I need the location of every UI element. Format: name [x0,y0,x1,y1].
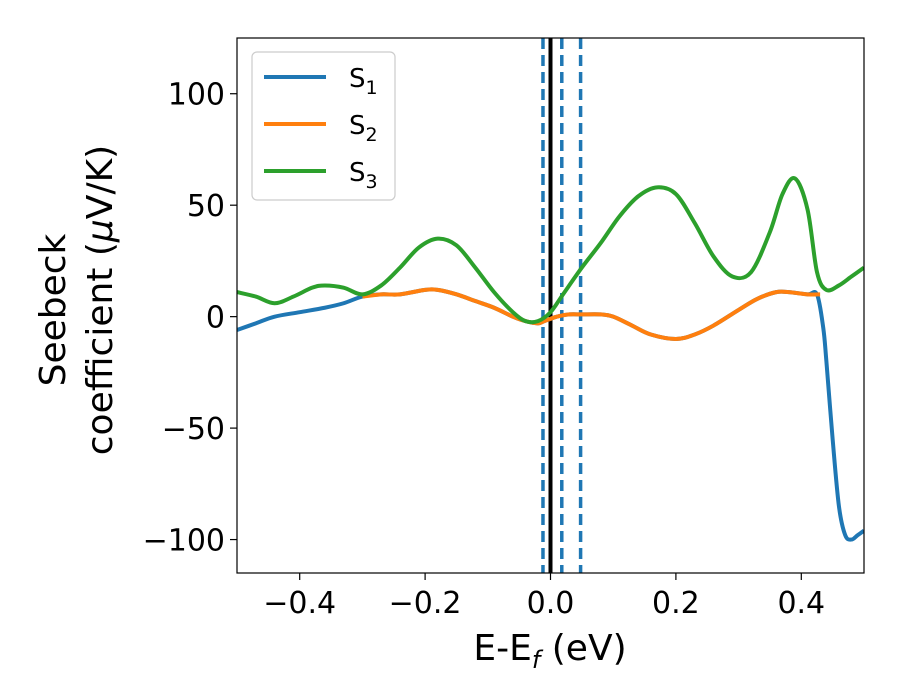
y-tick-label: −100 [143,524,225,559]
y-axis-label-line1: Seebeck [33,233,74,386]
x-tick-label: −0.2 [389,586,462,621]
y-axis-label-mu: μ [80,219,121,243]
y-axis-label-line2: coefficient (μV/K) [80,145,121,455]
x-axis-label-unit: (eV) [540,628,626,669]
x-tick-label: 0.0 [527,586,575,621]
legend-label-s1: S1 [349,64,378,99]
legend-label-s3: S3 [349,158,378,193]
series-line-s3 [237,176,864,325]
y-axis-ticks: −100 −50 0 50 100 [143,78,237,559]
x-tick-label: 0.2 [652,586,700,621]
y-tick-label: 50 [187,189,225,224]
x-axis-ticks: −0.4 −0.2 0.0 0.2 0.4 [263,573,825,621]
y-axis-label-unit: V/K) [80,145,121,219]
y-tick-label: 100 [168,78,225,113]
x-axis-label-main: E-E [473,628,531,669]
reference-lines [541,38,583,573]
legend: S1 S2 S3 [251,51,396,201]
x-tick-label: 0.4 [777,586,825,621]
series-layer [237,176,864,542]
y-tick-label: −50 [162,412,225,447]
y-axis-label: Seebeck coefficient (μV/K) [33,145,121,455]
x-tick-label: −0.4 [263,586,336,621]
series-line-s2 [362,287,821,341]
y-axis-label-prefix: coefficient ( [80,242,121,455]
legend-label-s2: S2 [349,111,378,146]
y-tick-label: 0 [206,301,225,336]
x-axis-label: E-Ef (eV) [473,628,626,674]
